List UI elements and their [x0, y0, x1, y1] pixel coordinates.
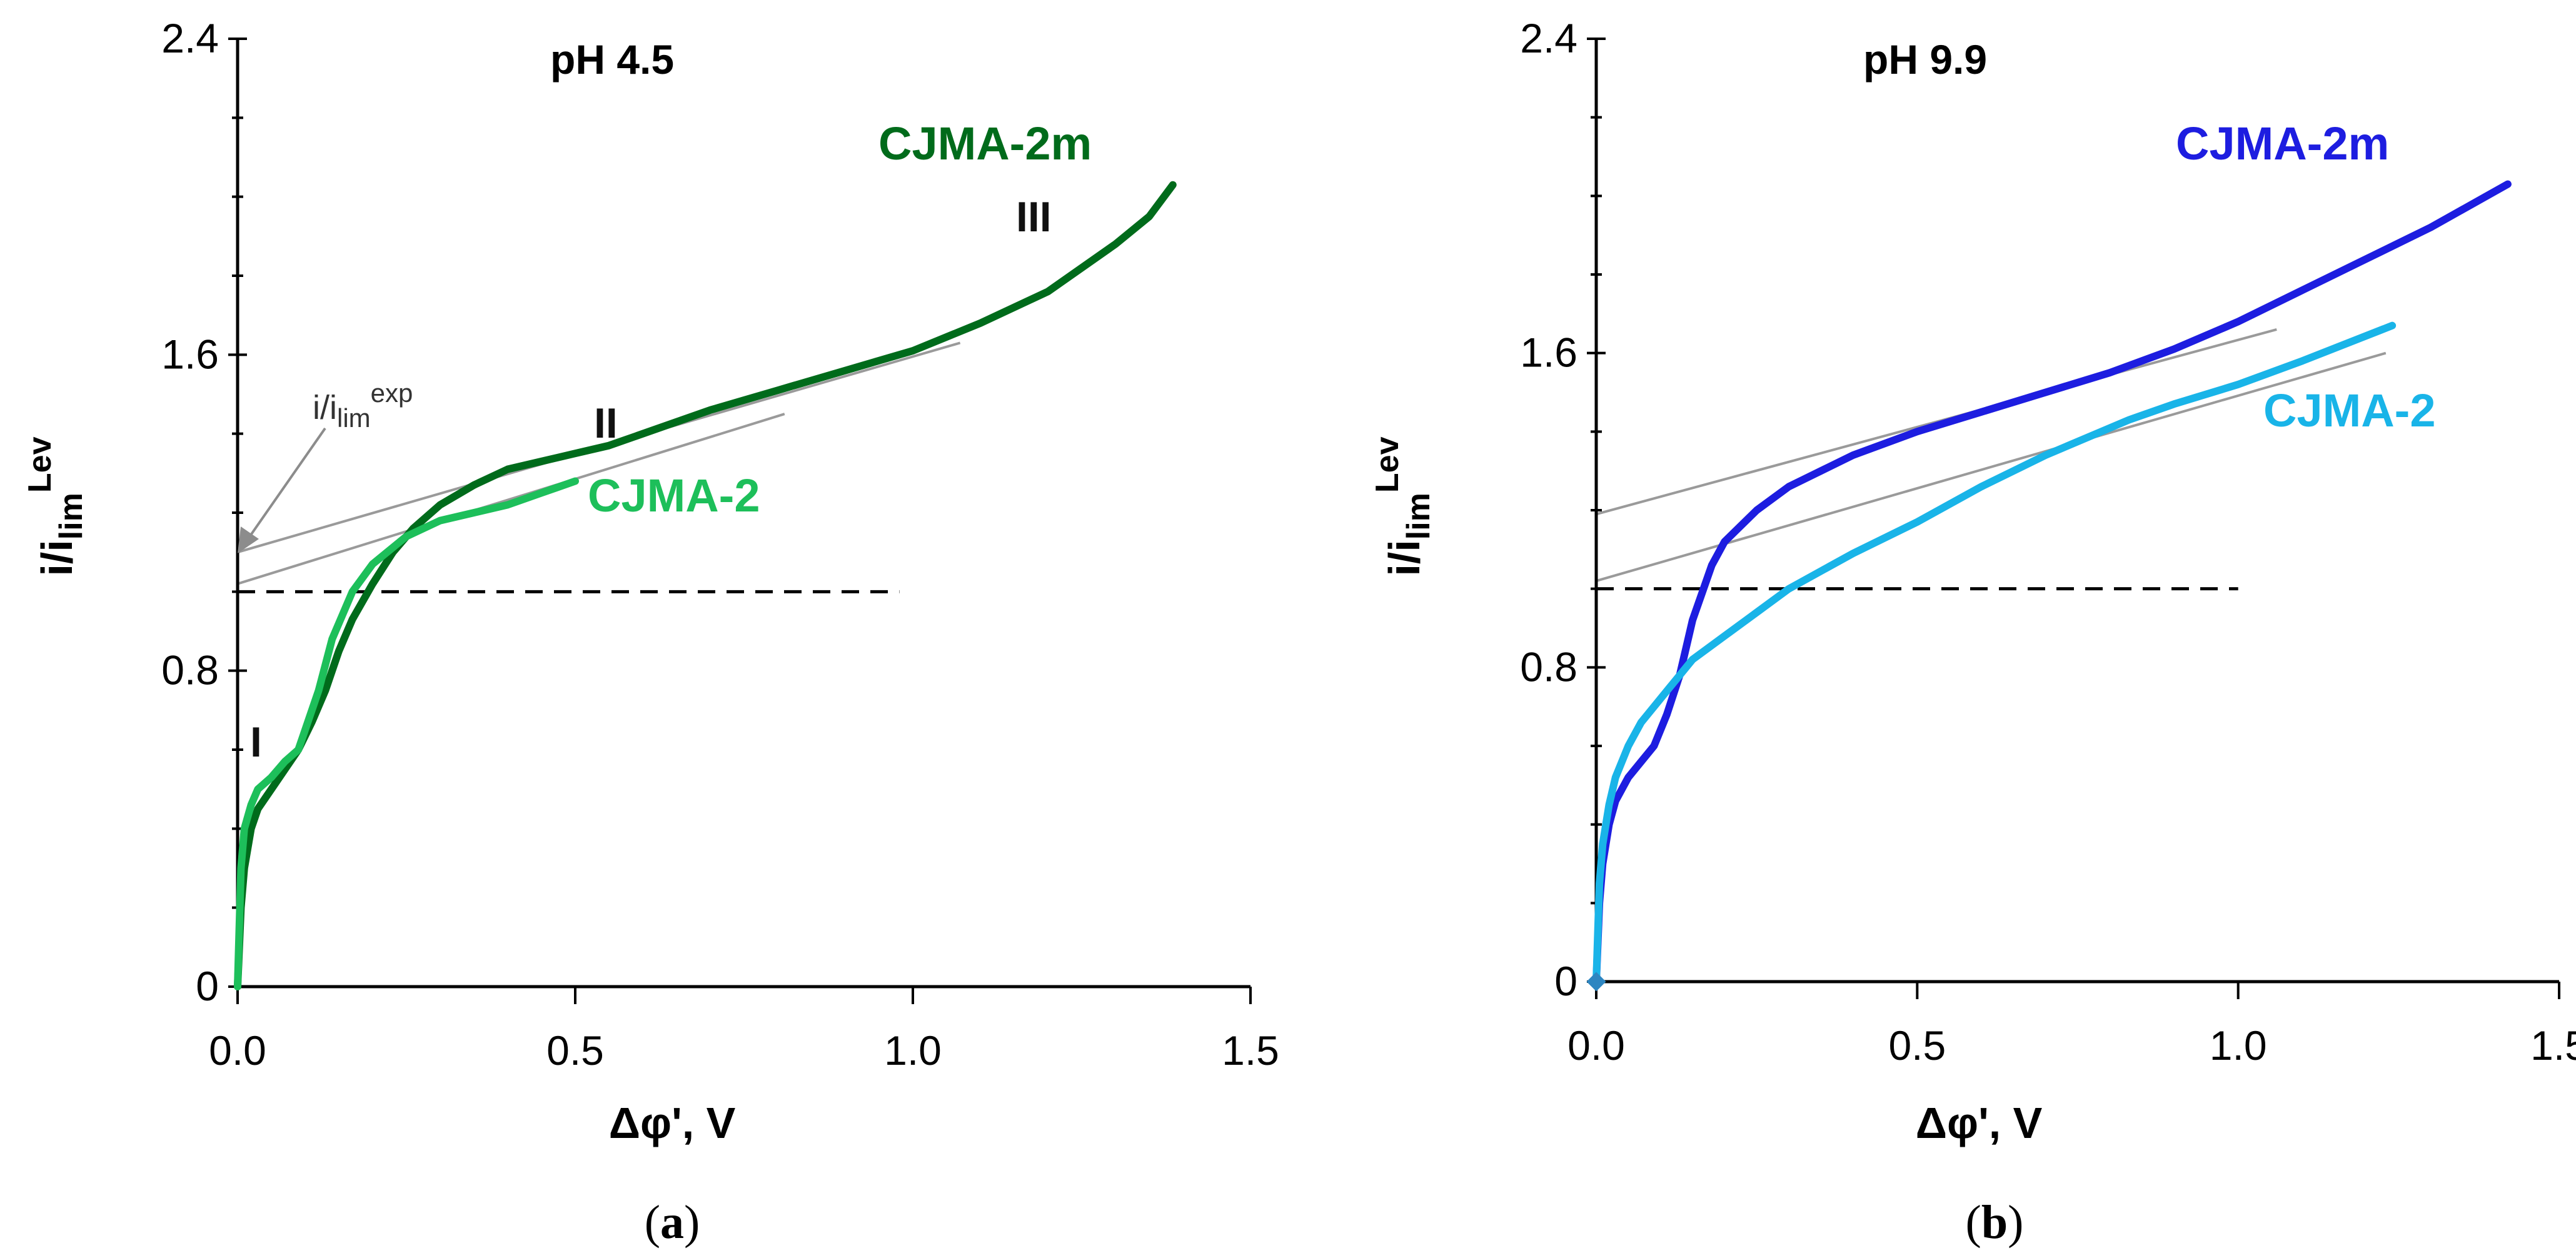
- caption-b-letter: b: [1981, 1196, 2008, 1249]
- tangent-lines-a: [237, 341, 961, 585]
- caption-b: (b): [1966, 1196, 2024, 1249]
- x-tick-label-a: 1.5: [1222, 1027, 1279, 1074]
- series-label-cjma-2m-a: CJMA-2m: [878, 118, 1092, 169]
- ilim-exp-sup: exp: [371, 378, 413, 408]
- series-label-cjma-2-a: CJMA-2: [588, 470, 760, 521]
- series-line-cjma-2-b: [1592, 321, 2397, 985]
- tangent-line-a-2: [237, 413, 785, 585]
- ilim-exp-arrow-head: [238, 526, 259, 553]
- y-tick-label-a: 0.8: [161, 647, 219, 693]
- y-tick-label-b: 1.6: [1520, 330, 1577, 376]
- ilim-exp-main: i/i: [313, 389, 337, 426]
- x-tick-label-b: 0.0: [1567, 1022, 1625, 1069]
- y-tick-label-b: 2.4: [1520, 15, 1577, 61]
- x-tick-label-b: 1.5: [2530, 1022, 2576, 1069]
- panel-b: 0.0 0.5 1.0 1.5 0 0.8 1.6 2.4 pH 9.9 Δφ', V i/i…: [1369, 15, 2576, 1249]
- series-label-cjma-2m-b: CJMA-2m: [2176, 118, 2389, 169]
- x-tick-label-b: 1.0: [2210, 1022, 2267, 1069]
- y-tick-label-a: 2.4: [161, 15, 219, 61]
- y-tick-label-a: 1.6: [161, 331, 219, 377]
- series-b: [1592, 180, 2512, 985]
- y-axis-title-b-sup: Lev: [1369, 436, 1406, 493]
- y-tick-label-b: 0: [1554, 958, 1577, 1004]
- series-label-cjma-2-b: CJMA-2: [2263, 385, 2435, 436]
- series-line-cjma-2m-b: [1592, 180, 2512, 985]
- ticks-a: [228, 38, 1252, 1004]
- y-tick-label-b: 0.8: [1520, 643, 1577, 690]
- y-axis-title-b-sub: lim: [1401, 493, 1437, 540]
- series-line-cjma-2m-a: [234, 181, 1177, 990]
- y-tick-label-a: 0: [196, 963, 219, 1009]
- y-axis-title-b-main: i/i: [1380, 540, 1429, 576]
- ilim-exp-sub: lim: [337, 403, 371, 433]
- y-axis-title-a-sup: Lev: [22, 436, 58, 493]
- x-tick-label-a: 0.5: [546, 1027, 604, 1074]
- x-tick-label-a: 1.0: [884, 1027, 942, 1074]
- series-line-cjma-2-a: [234, 477, 579, 990]
- panel-title-b: pH 9.9: [1863, 36, 1987, 83]
- ticks-b: [1587, 38, 2560, 999]
- caption-a: (a): [645, 1196, 700, 1249]
- x-axis-title-b: Δφ', V: [1916, 1099, 2043, 1147]
- tick-labels-b: 0.0 0.5 1.0 1.5 0 0.8 1.6 2.4: [1520, 15, 2576, 1069]
- y-axis-title-a-main: i/i: [33, 540, 81, 576]
- region-label-i: I: [250, 718, 262, 766]
- panel-title-a: pH 4.5: [550, 36, 674, 83]
- region-label-iii: III: [1016, 193, 1052, 241]
- ilim-exp-arrow-shaft: [248, 427, 326, 539]
- tick-labels-a: 0.0 0.5 1.0 1.5 0 0.8 1.6 2.4: [161, 15, 1279, 1074]
- series-a: [234, 181, 1177, 990]
- y-axis-title-a: i/ilimLev: [22, 436, 89, 576]
- tangent-lines-b: [1596, 328, 2387, 583]
- y-axis-title-a-sub: lim: [53, 493, 89, 540]
- x-tick-label-a: 0.0: [209, 1027, 266, 1074]
- y-axis-title-b: i/ilimLev: [1369, 436, 1436, 576]
- x-axis-title-a: Δφ', V: [609, 1099, 736, 1147]
- x-tick-label-b: 0.5: [1888, 1022, 1946, 1069]
- region-label-ii: II: [594, 400, 618, 447]
- caption-a-letter: a: [660, 1196, 684, 1249]
- origin-marker-b: [1586, 972, 1606, 992]
- ilim-exp-annotation: i/ilimexp: [313, 378, 413, 433]
- panel-a: 0.0 0.5 1.0 1.5 0 0.8 1.6 2.4 pH 4.5 Δφ', V i/i…: [22, 15, 1279, 1249]
